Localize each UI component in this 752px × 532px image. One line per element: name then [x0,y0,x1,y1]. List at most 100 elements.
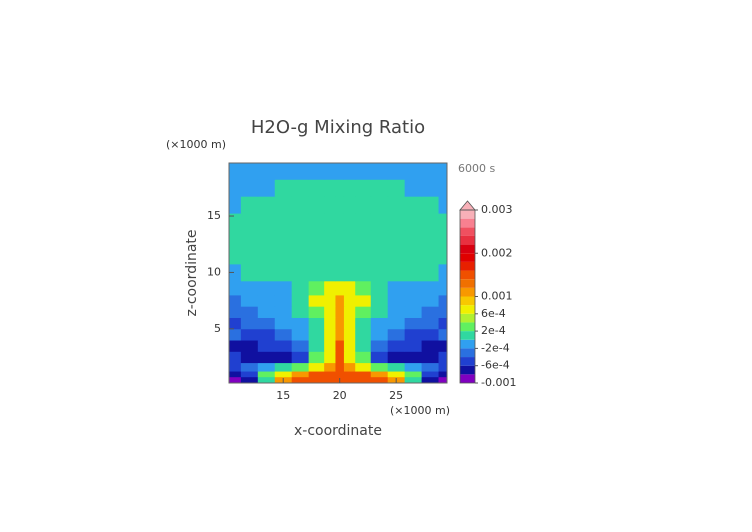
field-cell [355,340,372,352]
field-cell [343,340,356,352]
field-cell [324,328,336,341]
field-cell [291,196,310,214]
field-cell [291,247,310,265]
field-cell [257,196,276,214]
field-cell [438,247,448,265]
field-cell [257,376,276,384]
y-tick-label: 15 [207,209,221,222]
field-cell [229,362,242,372]
field-cell [240,163,259,180]
plot-frame [228,162,448,384]
field-cell [404,295,422,307]
field-cell [274,263,293,282]
field-cell [229,163,242,180]
field-cell [308,328,325,341]
field-cell [229,213,242,231]
y-tick-label: 10 [207,265,221,278]
field-cell [274,179,293,197]
field-cell [308,280,325,296]
field-cell [229,376,242,384]
field-cell [438,362,448,372]
x-tick-label: 20 [333,389,347,402]
field-cell [291,371,310,378]
field-cell [421,247,439,265]
x-unit: (×1000 m) [390,404,450,417]
colorbar-band [460,331,475,340]
field-cell [370,196,389,214]
field-cell [291,306,310,318]
field-cell [438,213,448,231]
field-cell [274,247,293,265]
field-cell [324,163,336,180]
field-cell [257,295,276,307]
axes: 15 20 25 5 10 15 -0.001 -6e-4 -2e-4 2e-4 6e-4 0.001… [207,162,516,402]
colorbar-band [460,287,475,297]
field-cell [370,317,389,330]
field-cell [240,213,259,231]
field-cell [355,295,372,307]
field-cell [291,317,310,330]
field-cell [257,263,276,282]
field-cell [438,317,448,330]
field-cell [387,340,406,352]
colorbar-band [460,357,475,366]
field-cell [387,351,406,364]
field-cell [335,362,345,372]
field-cell [438,340,448,352]
field-cell [404,340,422,352]
colorbar-band [460,253,475,262]
field-cell [370,362,389,372]
field-cell [257,351,276,364]
field-cell [274,317,293,330]
field-cell [308,163,325,180]
field-cell [355,306,372,318]
field-cell [308,362,325,372]
field-cell [324,306,336,318]
field-cell [240,376,259,384]
field-cell [343,295,356,307]
field-cell [343,317,356,330]
field-cell [421,371,439,378]
field-cell [343,371,356,378]
colorbar-band [460,210,475,219]
field-cell [324,213,336,231]
field-cell [421,340,439,352]
field-cell [291,328,310,341]
field-cell [355,196,372,214]
field-cell [257,328,276,341]
field-cell [308,376,325,384]
field-cell [229,317,242,330]
field-cell [308,306,325,318]
field-cell [324,362,336,372]
field-cell [404,328,422,341]
field-cell [370,306,389,318]
field-cell [291,280,310,296]
field-cell [355,280,372,296]
field-cell [355,376,372,384]
field-cell [343,362,356,372]
field-cell [274,230,293,248]
field-cell [387,263,406,282]
field-cell [229,196,242,214]
field-cell [421,295,439,307]
field-cell [291,263,310,282]
field-cell [343,306,356,318]
field-cell [274,340,293,352]
field-cell [291,362,310,372]
field-cell [291,179,310,197]
field-cell [404,376,422,384]
field-cell [438,280,448,296]
field-cell [240,317,259,330]
field-cell [274,163,293,180]
field-cell [335,196,345,214]
field-cell [291,230,310,248]
field-cell [370,328,389,341]
field-cell [240,340,259,352]
field-cell [438,263,448,282]
colorbar-band [460,279,475,288]
field-cell [335,263,345,282]
colorbar-tick-label: 0.001 [481,290,513,303]
field-cell [291,213,310,231]
field-cell [335,230,345,248]
